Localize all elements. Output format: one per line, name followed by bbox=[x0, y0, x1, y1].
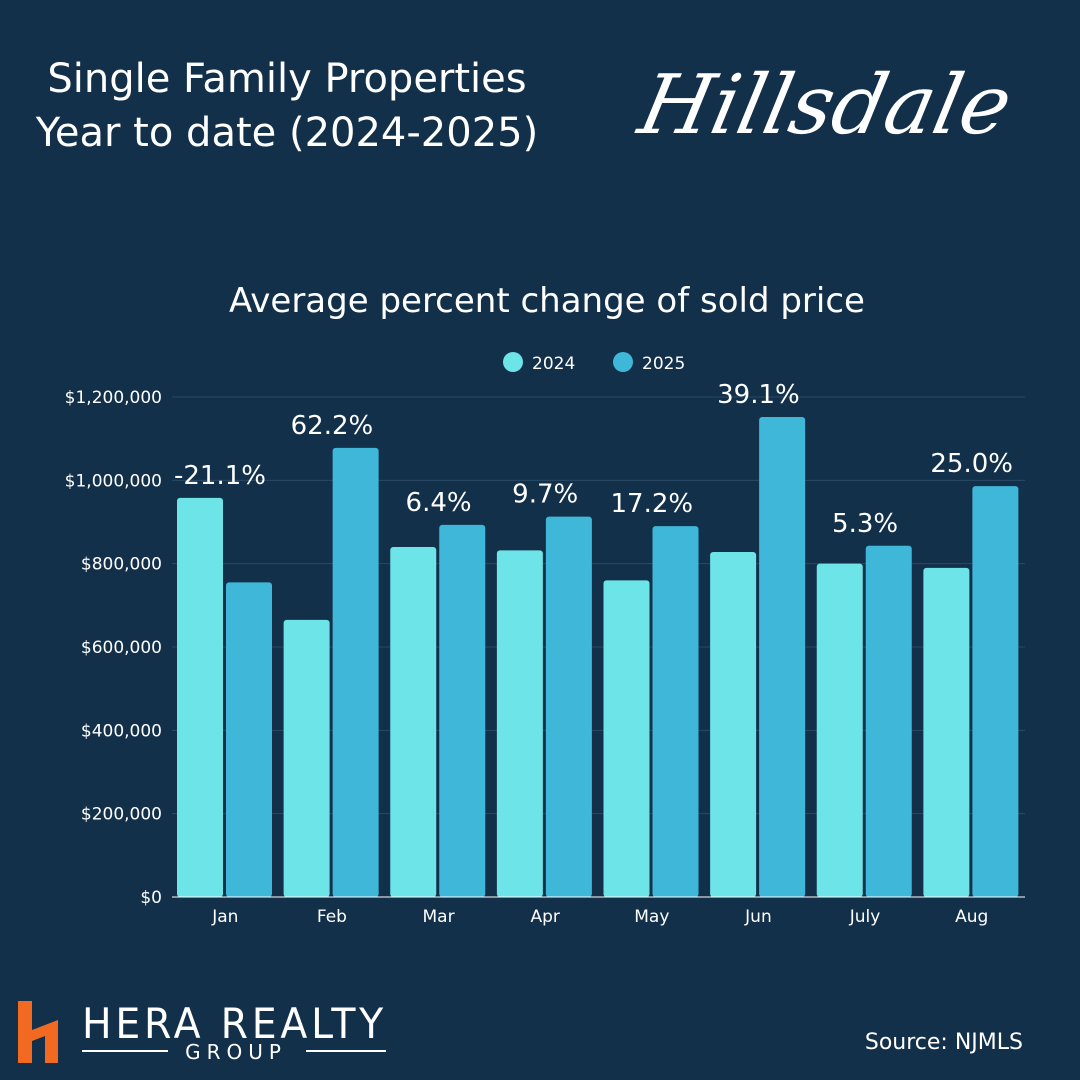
y-tick-label: $800,000 bbox=[81, 555, 162, 575]
legend-label-2025: 2025 bbox=[642, 354, 685, 374]
y-tick-label: $200,000 bbox=[81, 805, 162, 825]
page-title-line-2: Year to date (2024-2025) bbox=[35, 110, 539, 156]
bar-2025-aug bbox=[972, 486, 1019, 897]
y-tick-label: $1,000,000 bbox=[65, 471, 162, 491]
percent-change-label: 62.2% bbox=[291, 411, 374, 441]
percent-change-label: 25.0% bbox=[930, 449, 1013, 479]
x-tick-label: Apr bbox=[530, 907, 559, 927]
x-tick-label: Mar bbox=[423, 907, 455, 927]
bar-2024-apr bbox=[496, 550, 543, 897]
logo-h-icon bbox=[18, 1001, 58, 1063]
x-tick-label: Jun bbox=[744, 907, 772, 927]
bar-2024-july bbox=[816, 563, 863, 897]
bar-chart: Average percent change of sold price 2024… bbox=[65, 281, 1025, 927]
x-tick-label: Feb bbox=[317, 907, 347, 927]
bar-2024-jun bbox=[710, 552, 757, 897]
bar-2025-mar bbox=[439, 524, 486, 897]
y-tick-label: $600,000 bbox=[81, 638, 162, 658]
town-script-title: Hillsdale bbox=[629, 57, 1020, 153]
x-tick-label: Aug bbox=[955, 907, 988, 927]
bar-2024-mar bbox=[390, 547, 437, 897]
percent-change-label: 39.1% bbox=[717, 380, 800, 410]
bar-2025-jun bbox=[759, 417, 806, 897]
y-tick-label: $400,000 bbox=[81, 721, 162, 741]
bar-2025-feb bbox=[332, 447, 379, 897]
x-tick-label: Jan bbox=[211, 907, 238, 927]
page-title-line-1: Single Family Properties bbox=[47, 56, 527, 102]
bar-2025-july bbox=[865, 545, 912, 897]
chart-title: Average percent change of sold price bbox=[229, 281, 865, 321]
percent-change-label: 6.4% bbox=[406, 488, 472, 518]
town-name: Hillsdale bbox=[629, 57, 1020, 153]
hera-realty-logo: HERA REALTY GROUP bbox=[18, 999, 387, 1064]
legend-marker-2025 bbox=[613, 352, 633, 372]
bar-2024-aug bbox=[923, 567, 970, 897]
bar-2025-may bbox=[652, 526, 699, 897]
x-tick-label: July bbox=[849, 907, 881, 927]
percent-change-label: -21.1% bbox=[174, 461, 266, 491]
y-tick-label: $1,200,000 bbox=[65, 388, 162, 408]
logo-brand-sub: GROUP bbox=[185, 1040, 287, 1064]
source-note: Source: NJMLS bbox=[864, 1030, 1023, 1055]
x-tick-label: May bbox=[634, 907, 669, 927]
percent-change-label: 5.3% bbox=[832, 509, 898, 539]
y-tick-label: $0 bbox=[140, 888, 162, 908]
bar-2024-jan bbox=[177, 497, 223, 897]
percent-change-label: 17.2% bbox=[611, 489, 694, 519]
logo-brand: HERA REALTY bbox=[82, 999, 387, 1048]
bar-2024-may bbox=[603, 580, 650, 897]
legend-label-2024: 2024 bbox=[532, 354, 575, 374]
bar-2025-jan bbox=[226, 582, 272, 897]
bar-2025-apr bbox=[545, 516, 592, 897]
legend-marker-2024 bbox=[503, 352, 523, 372]
percent-change-label: 9.7% bbox=[512, 480, 578, 510]
bar-2024-feb bbox=[283, 619, 330, 897]
page-title: Single Family Properties Year to date (2… bbox=[0, 52, 574, 160]
